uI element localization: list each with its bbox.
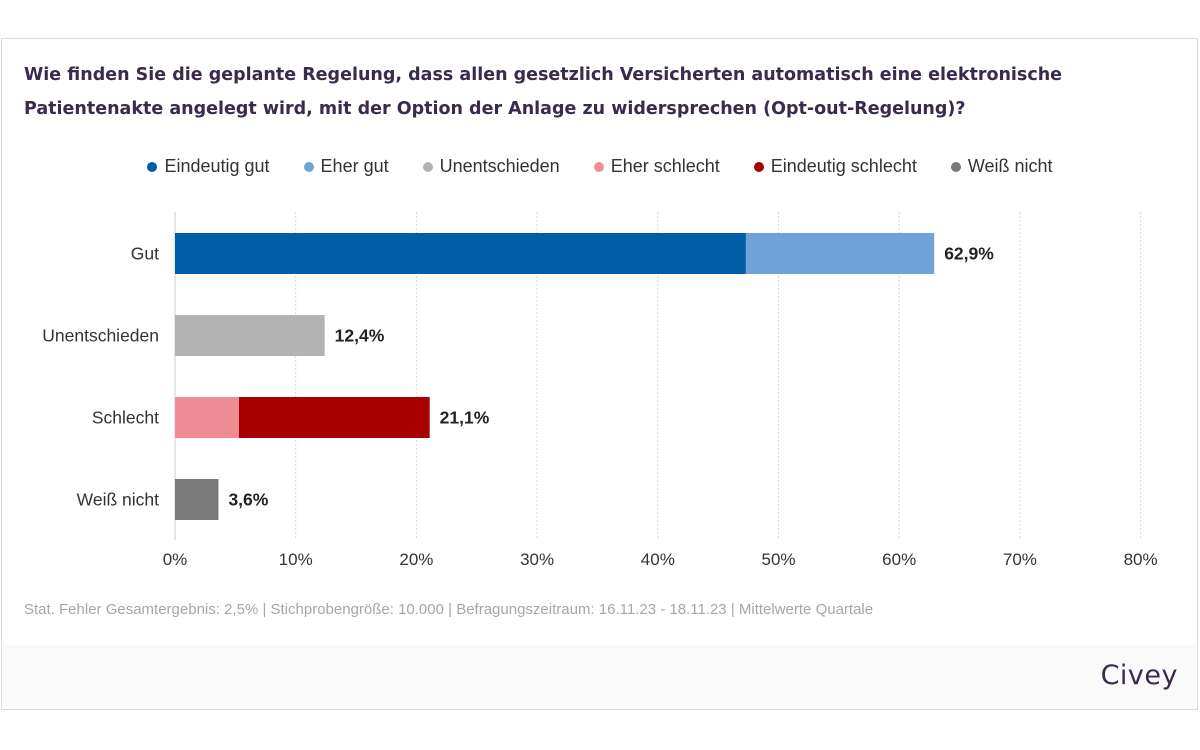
legend-item[interactable]: Eindeutig schlecht (753, 156, 917, 177)
legend: Eindeutig gut Eher gut Unentschieden Ehe… (0, 156, 1200, 177)
legend-item[interactable]: Eindeutig gut (147, 156, 270, 177)
bar-chart: 0% 10% 20% 30% 40% 50% 60% 70% 80% Gut 62,9% Unents… (42, 212, 1158, 569)
brand-logo[interactable]: Civey (1100, 660, 1178, 691)
legend-marker (593, 161, 604, 172)
x-tick-label: 50% (761, 550, 795, 569)
legend-marker (303, 161, 314, 172)
legend-item[interactable]: Eher gut (303, 156, 389, 177)
bar-segment (745, 233, 935, 274)
category-label: Unentschieden (42, 326, 159, 346)
footer-bar (2, 645, 1197, 709)
category-label: Weiß nicht (77, 490, 159, 510)
legend-item[interactable]: Weiß nicht (950, 156, 1053, 177)
x-tick-label: 0% (163, 550, 188, 569)
footnote: Stat. Fehler Gesamtergebnis: 2,5% | Stic… (24, 601, 874, 618)
x-tick-label: 30% (520, 550, 554, 569)
chart-title: Wie finden Sie die geplante Regelung, da… (24, 65, 1063, 119)
legend-label: Eher gut (320, 156, 389, 176)
data-label: 12,4% (335, 326, 385, 346)
bar-segment (175, 315, 325, 356)
legend-label: Eindeutig gut (164, 156, 270, 176)
bar-segment (238, 397, 430, 438)
category-label: Gut (131, 244, 159, 264)
x-tick-label: 10% (279, 550, 313, 569)
x-tick-label: 70% (1003, 550, 1037, 569)
legend-marker (147, 161, 158, 172)
data-label: 3,6% (228, 490, 268, 510)
x-tick-label: 20% (399, 550, 433, 569)
data-label: 62,9% (944, 244, 994, 264)
x-tick-label: 40% (641, 550, 675, 569)
x-tick-label: 80% (1124, 550, 1158, 569)
bar-segment (175, 397, 239, 438)
legend-marker (753, 161, 764, 172)
chart-card (1, 38, 1198, 710)
legend-label: Eindeutig schlecht (770, 156, 917, 176)
x-tick-label: 60% (882, 550, 916, 569)
data-label: 21,1% (440, 408, 490, 428)
bar-segment (175, 479, 219, 520)
legend-label: Eher schlecht (610, 156, 720, 176)
bar-segment (175, 233, 746, 274)
legend-item[interactable]: Unentschieden (422, 156, 560, 177)
legend-marker (950, 161, 961, 172)
legend-label: Unentschieden (439, 156, 560, 176)
category-label: Schlecht (92, 408, 159, 428)
legend-item[interactable]: Eher schlecht (593, 156, 720, 177)
legend-label: Weiß nicht (967, 156, 1053, 176)
legend-marker (422, 161, 433, 172)
